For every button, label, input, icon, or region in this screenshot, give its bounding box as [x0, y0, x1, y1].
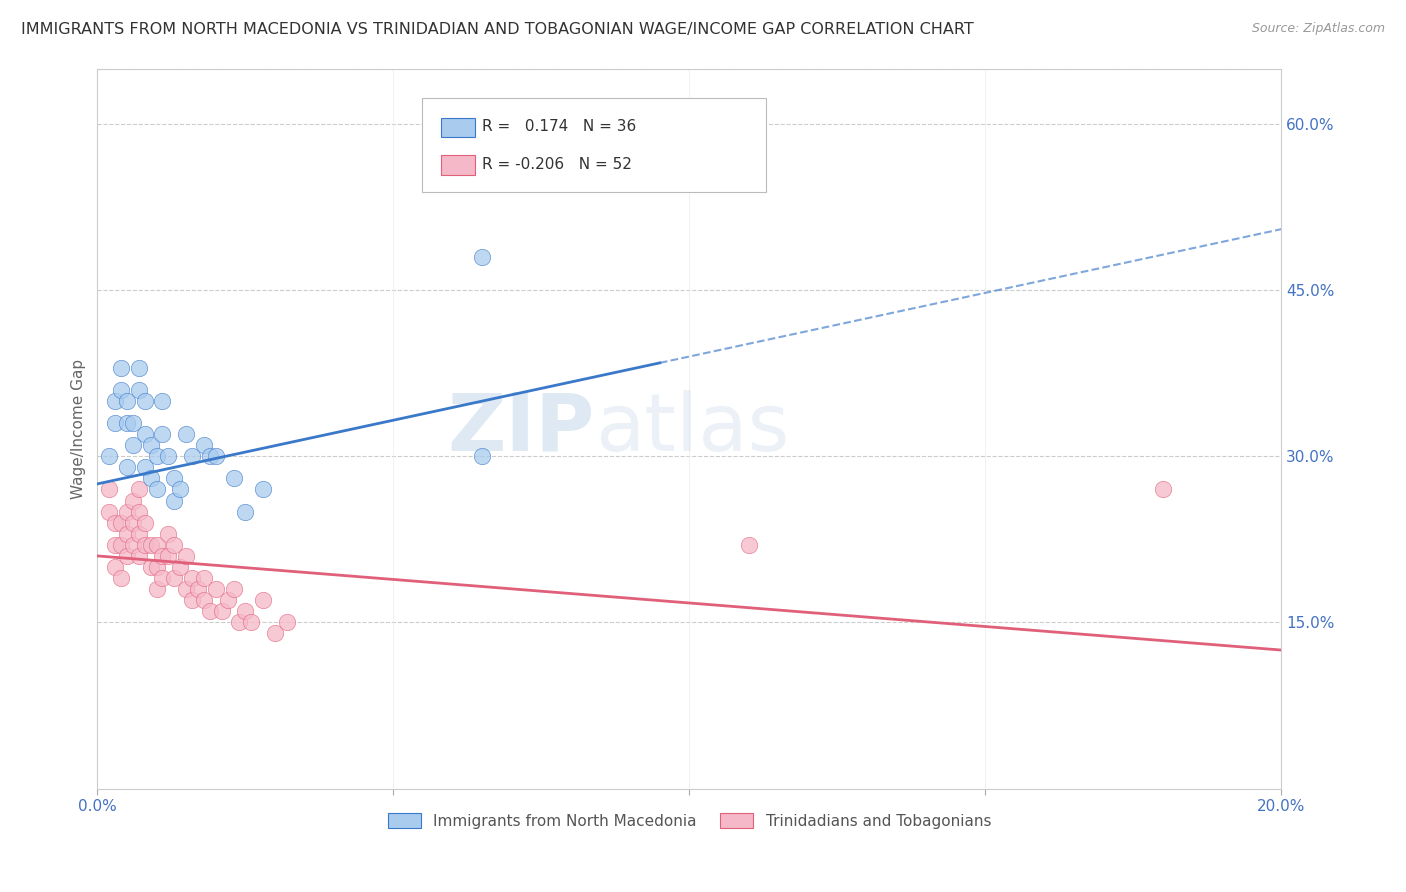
Text: Source: ZipAtlas.com: Source: ZipAtlas.com: [1251, 22, 1385, 36]
Point: [163, 471, 186, 485]
Point: [152, 427, 174, 442]
Point: [98, 505, 121, 519]
Point: [128, 383, 150, 397]
Point: [134, 538, 156, 552]
Point: [181, 593, 204, 607]
Point: [98, 449, 121, 463]
Point: [122, 493, 145, 508]
Point: [163, 571, 186, 585]
Point: [204, 449, 226, 463]
Point: [122, 416, 145, 430]
Point: [104, 416, 127, 430]
Point: [104, 516, 127, 530]
Point: [181, 449, 204, 463]
Text: IMMIGRANTS FROM NORTH MACEDONIA VS TRINIDADIAN AND TOBAGONIAN WAGE/INCOME GAP CO: IMMIGRANTS FROM NORTH MACEDONIA VS TRINI…: [21, 22, 974, 37]
Point: [174, 427, 197, 442]
Point: [217, 593, 239, 607]
Point: [737, 538, 759, 552]
Point: [235, 604, 257, 618]
Point: [181, 571, 204, 585]
Point: [104, 560, 127, 574]
Point: [134, 460, 156, 475]
Point: [252, 483, 274, 497]
Legend: Immigrants from North Macedonia, Trinidadians and Tobagonians: Immigrants from North Macedonia, Trinida…: [381, 806, 997, 835]
Point: [193, 593, 215, 607]
Point: [104, 538, 127, 552]
Point: [122, 438, 145, 452]
Point: [471, 250, 494, 264]
Point: [128, 360, 150, 375]
Point: [204, 582, 226, 596]
Point: [157, 549, 180, 563]
Point: [235, 505, 257, 519]
Point: [145, 538, 167, 552]
Point: [174, 549, 197, 563]
Point: [139, 560, 162, 574]
Point: [98, 483, 121, 497]
Point: [122, 516, 145, 530]
Point: [169, 560, 191, 574]
Point: [110, 516, 132, 530]
Point: [134, 393, 156, 408]
Point: [198, 604, 221, 618]
Point: [530, 39, 553, 54]
Point: [115, 505, 138, 519]
Point: [471, 449, 494, 463]
Point: [115, 416, 138, 430]
Point: [163, 538, 186, 552]
Point: [187, 582, 209, 596]
Point: [134, 516, 156, 530]
Point: [145, 449, 167, 463]
Point: [252, 593, 274, 607]
Point: [115, 549, 138, 563]
Point: [264, 626, 287, 640]
Point: [128, 526, 150, 541]
Point: [104, 393, 127, 408]
Point: [139, 438, 162, 452]
Point: [115, 460, 138, 475]
Text: R = -0.206   N = 52: R = -0.206 N = 52: [482, 157, 633, 171]
Point: [139, 471, 162, 485]
Point: [193, 571, 215, 585]
Text: atlas: atlas: [595, 390, 789, 467]
Point: [122, 538, 145, 552]
Point: [152, 393, 174, 408]
Point: [152, 571, 174, 585]
Point: [157, 449, 180, 463]
Point: [128, 549, 150, 563]
Point: [198, 449, 221, 463]
Point: [110, 360, 132, 375]
Point: [110, 571, 132, 585]
Point: [169, 483, 191, 497]
Point: [163, 493, 186, 508]
Point: [1152, 483, 1174, 497]
Text: R =   0.174   N = 36: R = 0.174 N = 36: [482, 120, 637, 134]
Point: [193, 438, 215, 452]
Point: [128, 483, 150, 497]
Point: [110, 538, 132, 552]
Point: [134, 427, 156, 442]
Point: [222, 471, 245, 485]
Point: [152, 549, 174, 563]
Text: ZIP: ZIP: [447, 390, 595, 467]
Point: [222, 582, 245, 596]
Point: [139, 538, 162, 552]
Point: [276, 615, 298, 630]
Point: [145, 483, 167, 497]
Point: [211, 604, 233, 618]
Point: [115, 526, 138, 541]
Point: [157, 526, 180, 541]
Point: [174, 582, 197, 596]
Y-axis label: Wage/Income Gap: Wage/Income Gap: [72, 359, 86, 499]
Point: [240, 615, 263, 630]
Point: [145, 582, 167, 596]
Point: [228, 615, 250, 630]
Point: [115, 393, 138, 408]
Point: [145, 560, 167, 574]
Point: [110, 383, 132, 397]
Point: [128, 505, 150, 519]
